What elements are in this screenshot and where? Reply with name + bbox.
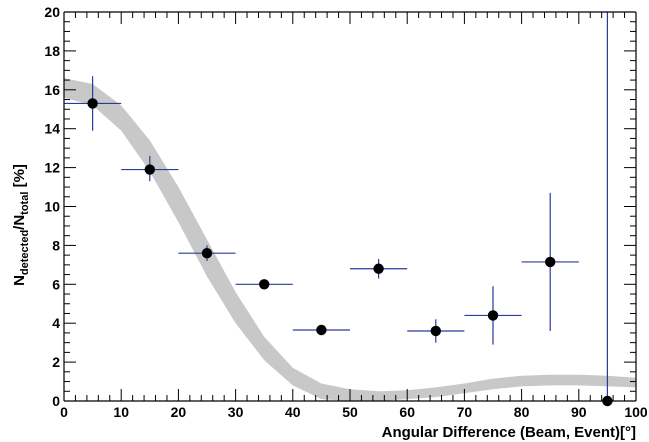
data-point bbox=[259, 279, 270, 290]
y-label-text: [%] bbox=[11, 164, 28, 192]
x-tick-label: 40 bbox=[285, 404, 301, 420]
y-label-subscript: detected bbox=[19, 230, 31, 275]
y-tick-label: 2 bbox=[52, 354, 60, 370]
data-point bbox=[201, 247, 213, 259]
x-tick-label: 70 bbox=[457, 404, 473, 420]
y-label-text: /N bbox=[11, 215, 28, 230]
x-axis-label: Angular Difference (Beam, Event)[°] bbox=[382, 424, 636, 441]
x-tick-label: 60 bbox=[399, 404, 415, 420]
data-point bbox=[430, 325, 441, 337]
data-point bbox=[373, 263, 384, 274]
x-tick-label: 100 bbox=[624, 404, 648, 420]
axes-layer bbox=[63, 11, 637, 402]
x-tick-label: 0 bbox=[60, 404, 68, 420]
x-tick-label: 30 bbox=[228, 404, 244, 420]
data-point-layer bbox=[87, 98, 613, 407]
y-tick-label: 4 bbox=[52, 315, 60, 331]
error-bar-layer bbox=[64, 12, 609, 401]
x-tick-label: 80 bbox=[514, 404, 530, 420]
y-tick-label: 14 bbox=[44, 121, 60, 137]
y-tick-label: 8 bbox=[52, 237, 60, 253]
y-tick-label: 10 bbox=[44, 199, 60, 215]
y-label-text: N bbox=[11, 275, 28, 286]
y-tick-label: 18 bbox=[44, 43, 60, 59]
x-tick-label: 10 bbox=[113, 404, 129, 420]
data-point bbox=[545, 256, 556, 268]
y-tick-label: 12 bbox=[44, 160, 60, 176]
x-tick-label: 20 bbox=[171, 404, 187, 420]
data-point bbox=[316, 324, 327, 336]
x-tick-label: 50 bbox=[342, 404, 358, 420]
y-tick-label: 16 bbox=[44, 82, 60, 98]
y-tick-label: 6 bbox=[52, 276, 60, 292]
y-axis-label: Ndetected/Ntotal [%] bbox=[11, 164, 31, 286]
data-point bbox=[87, 98, 98, 109]
tick-label-layer: 0 10 20 30 40 50 60 70 80 90 100 0 2 4 6 8 10 12 14 16 18 20 bbox=[44, 4, 647, 420]
model-band bbox=[64, 78, 636, 401]
y-tick-label: 20 bbox=[44, 4, 60, 20]
y-label-subscript: total bbox=[19, 192, 31, 215]
model-band-layer bbox=[64, 78, 636, 401]
data-point bbox=[487, 310, 499, 321]
x-tick-label: 90 bbox=[571, 404, 587, 420]
data-point bbox=[144, 164, 155, 175]
y-tick-label: 0 bbox=[52, 393, 60, 409]
